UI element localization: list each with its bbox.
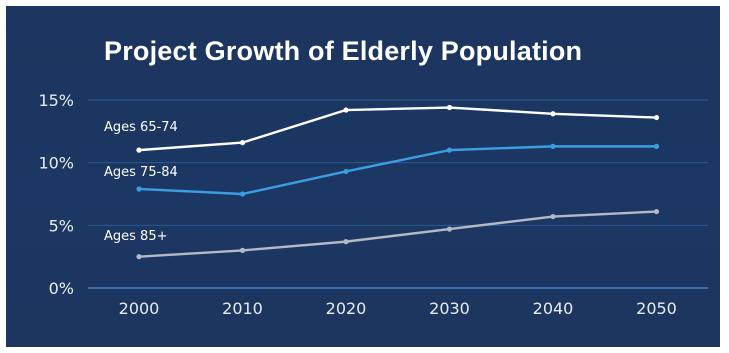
data-point [446,104,453,111]
data-point [343,239,349,245]
y-tick-label: 0% [49,279,74,298]
data-point [343,168,349,175]
series-label: Ages 85+ [104,229,167,244]
y-tick-label: 15% [38,91,74,110]
data-point [446,147,453,153]
series-label: Ages 75-84 [104,165,178,180]
y-tick-label: 10% [38,154,74,173]
y-tick-label: 5% [49,216,74,235]
chart-panel [6,6,720,347]
series-line [138,145,657,196]
data-point [239,247,246,253]
x-tick-label: 2000 [119,299,160,318]
x-tick-label: 2040 [533,299,574,318]
x-tick-label: 2020 [326,299,367,318]
x-tick-label: 2030 [429,299,470,318]
x-tick-label: 2010 [222,299,263,318]
series-label: Ages 65-74 [104,120,178,135]
data-point [136,186,142,192]
data-point [550,143,556,149]
data-point [136,254,142,260]
data-point [653,114,660,121]
data-point [550,111,556,117]
data-point [653,208,660,215]
data-point [343,107,349,113]
data-point [239,191,246,197]
data-point [653,143,660,149]
series-line [138,106,657,152]
data-point [550,213,556,220]
data-point [239,140,246,146]
series-line [138,210,657,258]
data-point [446,226,453,232]
chart-title: Project Growth of Elderly Population [104,36,583,66]
data-point [136,147,142,153]
x-tick-label: 2050 [636,299,677,318]
